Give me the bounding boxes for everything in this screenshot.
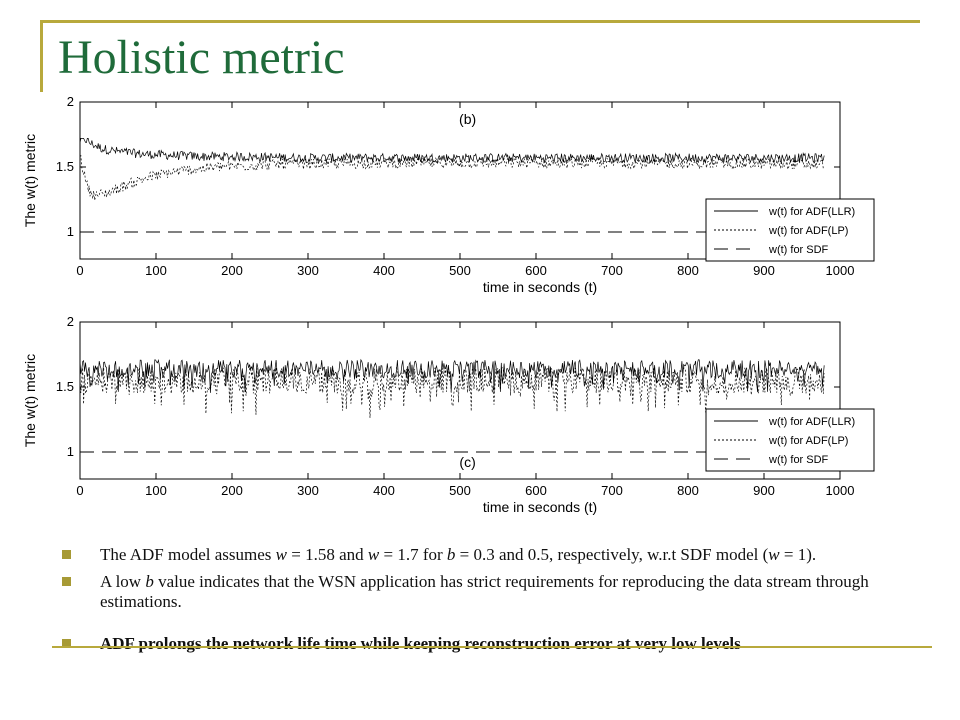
bullet-text-segment: ADF prolongs the network life time while… bbox=[100, 634, 741, 654]
charts-svg: 11.520 100 200 300 400 500 600 700 800 900 1000tim… bbox=[22, 94, 875, 515]
x-tick-label: 600 bbox=[525, 263, 547, 278]
bullet-text-segment: The ADF model assumes bbox=[100, 545, 276, 564]
x-tick-label: 900 bbox=[753, 483, 775, 498]
legend-label: w(t) for SDF bbox=[768, 454, 829, 466]
x-axis-label: time in seconds (t) bbox=[483, 279, 597, 295]
series-line-1 bbox=[79, 138, 825, 164]
y-axis-label: The w(t) metric bbox=[22, 354, 38, 447]
bullet-text-segment: b bbox=[446, 545, 456, 564]
legend-label: w(t) for ADF(LP) bbox=[768, 435, 848, 447]
y-tick-label: 1 bbox=[67, 224, 74, 239]
panel-label: (b) bbox=[459, 111, 476, 127]
x-tick-label: 600 bbox=[525, 483, 547, 498]
x-tick-label: 400 bbox=[373, 483, 395, 498]
x-tick-label: 1000 bbox=[826, 483, 855, 498]
bullet-square-icon bbox=[62, 577, 71, 587]
y-tick-label: 2 bbox=[67, 314, 74, 329]
bullet-text-3: ADF prolongs the network life time while… bbox=[100, 634, 741, 653]
y-tick-label: 1.5 bbox=[56, 159, 74, 174]
x-tick-label: 400 bbox=[373, 263, 395, 278]
bullet-text-segment: value indicates that the WSN application… bbox=[100, 572, 869, 612]
legend-label: w(t) for SDF bbox=[768, 244, 829, 256]
x-tick-label: 100 bbox=[145, 263, 167, 278]
bullet-item-2: A low b value indicates that the WSN app… bbox=[62, 572, 902, 612]
bullet-text-segment: = 1). bbox=[779, 545, 817, 564]
x-tick-label: 900 bbox=[753, 263, 775, 278]
chart-panel-2: 1 1.5 2 0 100 200 300 400 500 600 700 800 900 1000 tim… bbox=[22, 314, 875, 515]
x-tick-label: 300 bbox=[297, 483, 319, 498]
bullet-text-segment: = 1.7 for bbox=[379, 545, 447, 564]
bullet-text-segment: b bbox=[145, 572, 154, 592]
legend: w(t) for ADF(LLR) w(t) for ADF(LP) w(t) fo… bbox=[705, 408, 875, 472]
bullet-item-1: The ADF model assumes w = 1.58 and w = 1… bbox=[62, 545, 902, 565]
legend-label: w(t) for ADF(LLR) bbox=[768, 206, 855, 218]
chart-panel-1: 1 1.5 2 0 100 200 300 400 500 600 700 800 900 1000 tim… bbox=[22, 94, 875, 295]
legend: w(t) for ADF(LLR) w(t) for ADF(LP) w(t) fo… bbox=[705, 198, 875, 262]
bullet-text-segment: w bbox=[275, 545, 287, 564]
bullet-text-segment: = 0.3 and 0.5, respectively, w.r.t SDF m… bbox=[455, 545, 769, 564]
series-line-2 bbox=[79, 154, 825, 201]
panel-label: (c) bbox=[459, 454, 475, 470]
x-axis-label: time in seconds (t) bbox=[483, 499, 597, 515]
bullet-text-segment: w bbox=[768, 545, 780, 564]
x-tick-label: 700 bbox=[601, 483, 623, 498]
y-tick-label: 1.5 bbox=[56, 379, 74, 394]
bullet-square-icon bbox=[62, 550, 71, 559]
x-tick-label: 1000 bbox=[826, 263, 855, 278]
x-tick-label: 500 bbox=[449, 483, 471, 498]
bullet-list: The ADF model assumes w = 1.58 and w = 1… bbox=[62, 545, 902, 661]
x-tick-label: 300 bbox=[297, 263, 319, 278]
x-tick-label: 700 bbox=[601, 263, 623, 278]
bullet-square-icon bbox=[62, 639, 71, 649]
x-tick-label: 800 bbox=[677, 263, 699, 278]
x-tick-label: 200 bbox=[221, 483, 243, 498]
x-tick-label: 100 bbox=[145, 483, 167, 498]
x-tick-label: 200 bbox=[221, 263, 243, 278]
slide-title: Holistic metric bbox=[58, 31, 345, 84]
x-tick-label: 500 bbox=[449, 263, 471, 278]
y-tick-label: 2 bbox=[67, 94, 74, 109]
legend-label: w(t) for ADF(LLR) bbox=[768, 416, 855, 428]
x-tick-label: 0 bbox=[76, 263, 83, 278]
bullet-text-segment: A low bbox=[100, 572, 146, 592]
bullet-text-1: The ADF model assumes w = 1.58 and w = 1… bbox=[100, 545, 816, 564]
x-tick-label: 0 bbox=[76, 483, 83, 498]
bullet-text-segment: = 1.58 and bbox=[287, 545, 368, 564]
legend-label: w(t) for ADF(LP) bbox=[768, 225, 848, 237]
series-line-1 bbox=[79, 358, 825, 393]
y-tick-label: 1 bbox=[67, 444, 74, 459]
x-tick-label: 800 bbox=[677, 483, 699, 498]
accent-bar-bottom bbox=[52, 646, 932, 648]
y-axis-label: The w(t) metric bbox=[22, 134, 38, 227]
bullet-text-segment: w bbox=[367, 545, 380, 564]
bullet-text-2: A low b value indicates that the WSN app… bbox=[100, 572, 869, 611]
bullet-item-3: ADF prolongs the network life time while… bbox=[62, 634, 902, 654]
accent-bar-top bbox=[40, 20, 920, 23]
accent-bar-vertical bbox=[40, 20, 43, 92]
